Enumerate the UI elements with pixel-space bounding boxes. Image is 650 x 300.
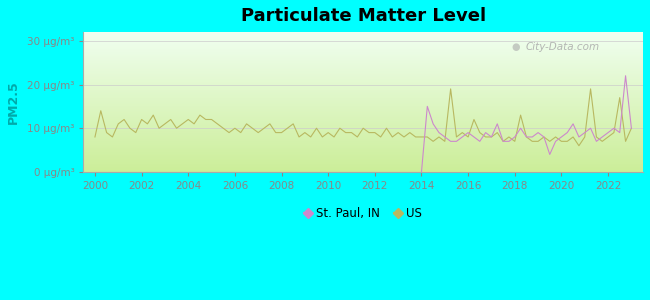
Legend: St. Paul, IN, US: St. Paul, IN, US	[300, 202, 426, 225]
Text: City-Data.com: City-Data.com	[525, 42, 600, 52]
Title: Particulate Matter Level: Particulate Matter Level	[240, 7, 486, 25]
Text: ●: ●	[512, 42, 520, 52]
Y-axis label: PM2.5: PM2.5	[7, 80, 20, 124]
